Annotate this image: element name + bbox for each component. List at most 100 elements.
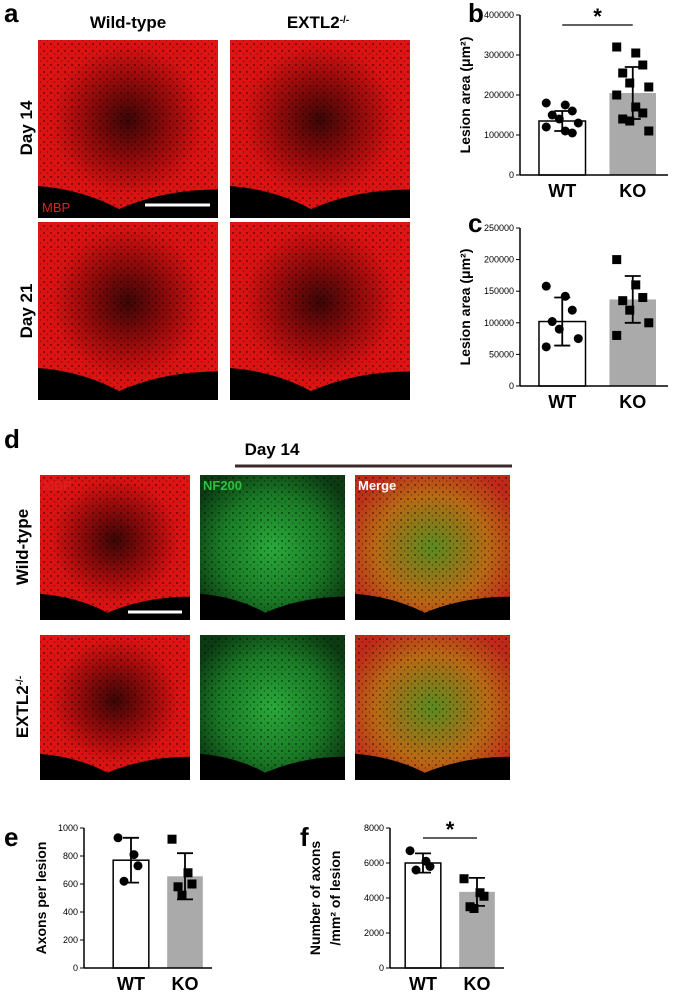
y-tick-label: 600 — [63, 879, 78, 889]
y-tick-label: 1000 — [58, 823, 78, 833]
x-tick-label: KO — [464, 974, 491, 994]
x-tick-label: KO — [619, 181, 646, 201]
data-point — [113, 833, 123, 843]
y-axis-label: Number of axons — [307, 841, 323, 956]
micrograph-texture — [38, 40, 218, 218]
data-point — [618, 68, 628, 78]
label-base: EXTL2 — [287, 13, 340, 32]
data-point — [173, 882, 183, 892]
data-point — [638, 108, 648, 118]
micrograph-texture — [38, 222, 218, 400]
data-point — [567, 106, 577, 116]
micrograph-texture — [355, 635, 510, 780]
data-point — [644, 126, 654, 136]
tissue-edge — [38, 367, 218, 400]
label-sup: -/- — [15, 676, 26, 685]
data-point — [459, 874, 469, 884]
y-tick-label: 200000 — [484, 255, 514, 265]
y-tick-label: 0 — [73, 963, 78, 973]
y-tick-label: 150000 — [484, 286, 514, 296]
y-tick-label: 200 — [63, 935, 78, 945]
panel-letter: d — [4, 424, 20, 454]
micrograph-texture — [200, 635, 345, 780]
micrograph-texture — [355, 475, 510, 620]
data-point — [405, 846, 415, 856]
data-point — [612, 42, 622, 52]
bar — [404, 862, 442, 969]
data-point — [631, 48, 641, 58]
y-tick-label: 250000 — [484, 223, 514, 233]
data-point — [547, 110, 557, 120]
y-axis-label: /mm² of lesion — [327, 851, 343, 946]
row-label: Day 21 — [17, 284, 36, 339]
data-point — [567, 128, 577, 138]
micrographs — [38, 40, 510, 780]
data-point — [177, 890, 187, 900]
x-tick-label: WT — [117, 974, 145, 994]
row-label: Day 14 — [17, 100, 36, 155]
y-tick-label: 0 — [379, 963, 384, 973]
y-tick-label: 8000 — [364, 823, 384, 833]
y-tick-label: 200000 — [484, 90, 514, 100]
data-point — [560, 100, 570, 110]
data-point — [573, 334, 583, 344]
x-tick-label: WT — [409, 974, 437, 994]
row-label: Wild-type — [13, 509, 32, 585]
y-tick-label: 4000 — [364, 893, 384, 903]
data-point — [133, 861, 143, 871]
tissue-edge — [38, 185, 218, 218]
data-point — [625, 116, 635, 126]
row-label: EXTL2-/- — [13, 676, 32, 738]
significance-label: * — [446, 817, 455, 842]
data-point — [567, 305, 577, 315]
data-point — [618, 114, 628, 124]
panel-letter: e — [4, 822, 18, 852]
data-point — [554, 324, 564, 334]
data-point — [541, 281, 551, 291]
y-tick-label: 2000 — [364, 928, 384, 938]
data-point — [560, 291, 570, 301]
micrograph-texture — [40, 475, 190, 620]
panel-letter: c — [468, 208, 482, 238]
tissue-edge — [200, 753, 345, 780]
micrograph-texture — [40, 635, 190, 780]
y-tick-label: 0 — [509, 170, 514, 180]
data-point — [625, 305, 635, 315]
data-point — [573, 118, 583, 128]
data-point — [129, 850, 139, 860]
data-point — [638, 60, 648, 70]
y-tick-label: 0 — [509, 381, 514, 391]
x-tick-label: WT — [548, 392, 576, 412]
data-point — [612, 90, 622, 100]
label-base: EXTL2 — [13, 685, 32, 738]
data-point — [612, 330, 622, 340]
panel-title: Day 14 — [245, 440, 300, 459]
data-point — [644, 82, 654, 92]
data-point — [541, 98, 551, 108]
x-tick-label: WT — [548, 181, 576, 201]
x-tick-label: KO — [619, 392, 646, 412]
micrograph-texture — [230, 222, 410, 400]
y-axis-label: Axons per lesion — [33, 842, 49, 955]
data-point — [541, 122, 551, 132]
channel-label: Merge — [358, 478, 396, 493]
data-point — [554, 114, 564, 124]
data-point — [625, 78, 635, 88]
y-axis-label: Lesion area (μm²) — [457, 249, 473, 366]
data-point — [479, 891, 489, 901]
data-point — [541, 342, 551, 352]
y-tick-label: 6000 — [364, 858, 384, 868]
y-tick-label: 800 — [63, 851, 78, 861]
micrograph-texture — [230, 40, 410, 218]
column-label: Wild-type — [90, 13, 166, 32]
tissue-edge — [355, 753, 510, 780]
stain-label: MBP — [42, 200, 70, 215]
data-point — [612, 255, 622, 265]
data-point — [425, 862, 435, 871]
y-tick-label: 400 — [63, 907, 78, 917]
data-point — [547, 317, 557, 327]
panel-letter: a — [4, 0, 19, 28]
panel-letter: b — [468, 0, 484, 28]
y-tick-label: 100000 — [484, 130, 514, 140]
